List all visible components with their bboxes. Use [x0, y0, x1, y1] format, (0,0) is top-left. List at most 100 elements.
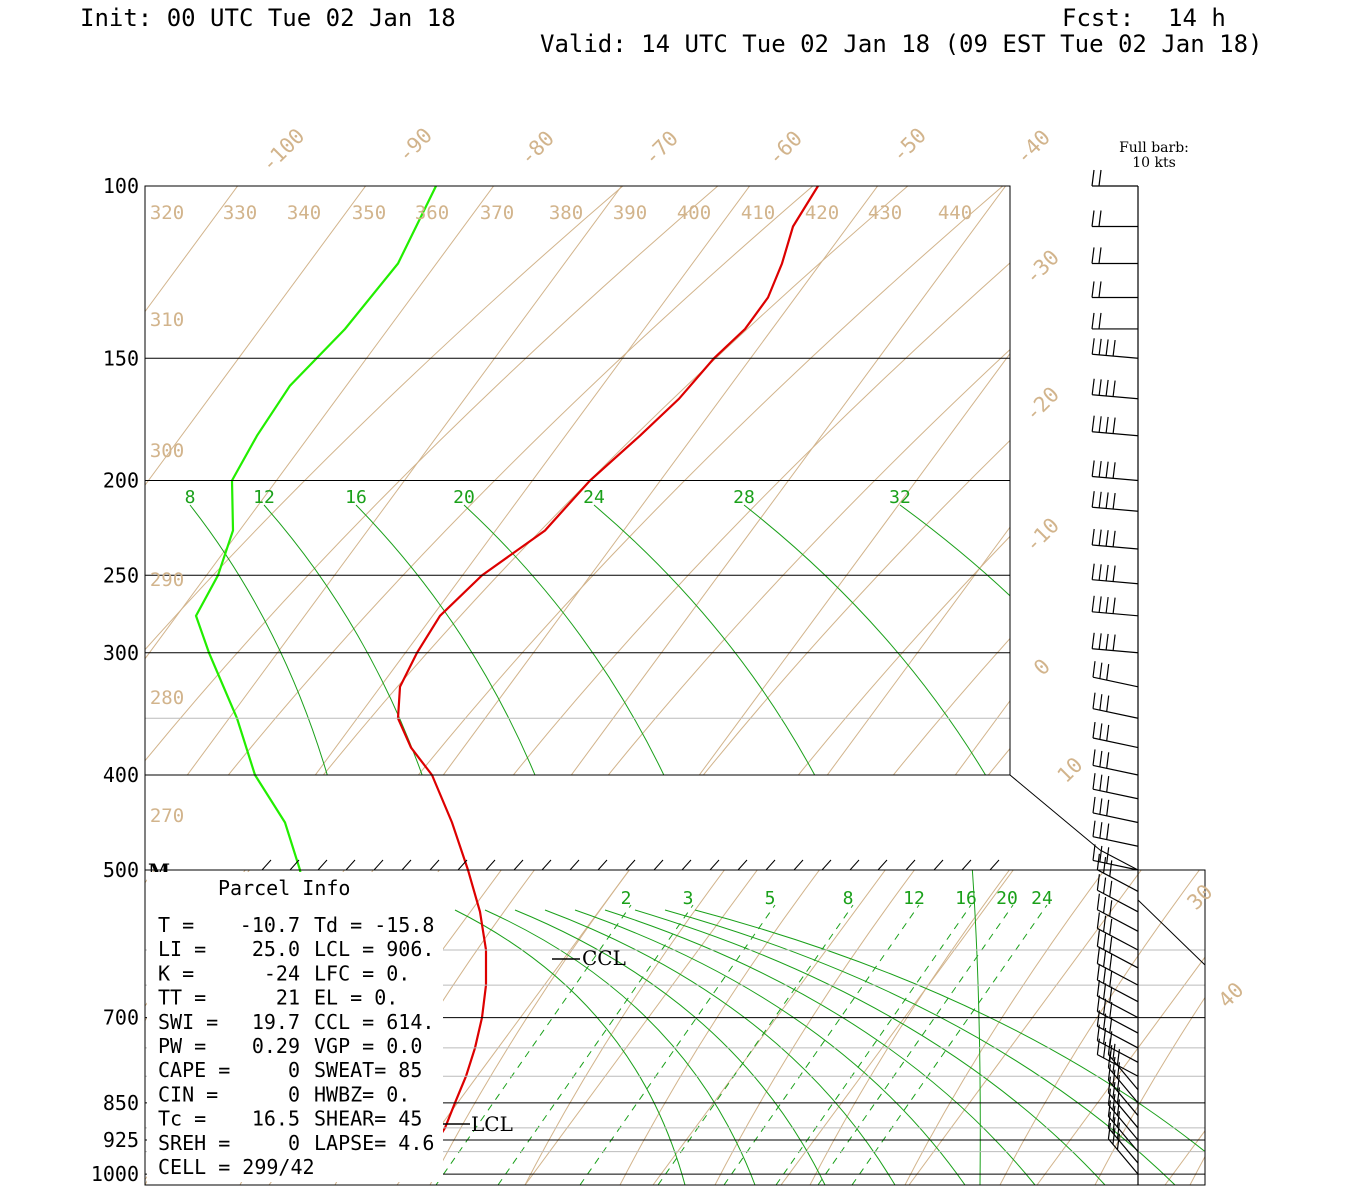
parcel-row-pair: LCL = 906. — [314, 937, 434, 961]
barb-feather — [1112, 530, 1116, 547]
isotherm-line — [145, 186, 367, 487]
parcel-row-value: 19.7 — [252, 1010, 300, 1034]
mixing-ratio-label: 20 — [453, 487, 475, 508]
isotherm-line — [0, 100, 45, 1185]
pressure-label: 200 — [103, 469, 139, 493]
barb-feather — [1091, 338, 1095, 355]
theta-label: 310 — [150, 309, 184, 331]
wind-barb — [1107, 1038, 1139, 1091]
barb-feather — [1116, 1099, 1121, 1116]
theta-label: 340 — [287, 202, 321, 224]
dry-adiabat — [145, 186, 624, 651]
parcel-row-value: -24 — [264, 961, 300, 985]
barb-feather — [1102, 933, 1107, 950]
parcel-row-key: CELL = 299/42 — [158, 1155, 315, 1179]
moist-adiabat — [694, 909, 1205, 1153]
moist-adiabat — [454, 909, 686, 1185]
barb-shaft — [1097, 927, 1139, 951]
hatch-tick — [877, 859, 888, 871]
pressure-label: 1000 — [91, 1162, 139, 1186]
barb-shaft — [1092, 353, 1139, 359]
barb-feather — [1102, 1027, 1107, 1045]
wind-barb — [1091, 338, 1139, 359]
parcel-row-value: 25.0 — [252, 937, 300, 961]
isotherm-line — [1165, 100, 1350, 1185]
barb-feather — [1092, 796, 1096, 814]
barb-feather — [1116, 1062, 1121, 1079]
barb-feather — [1098, 564, 1102, 581]
parcel-row-pair: Td = -15.8 — [314, 913, 434, 937]
dry-adiabat — [714, 870, 916, 1185]
pressure-label: 700 — [103, 1006, 139, 1030]
barb-feather — [1105, 492, 1109, 509]
theta-label: 290 — [150, 569, 184, 591]
barb-shaft — [1097, 909, 1139, 932]
hatch-tick — [373, 859, 384, 871]
parcel-row-value: 0 — [288, 1082, 300, 1106]
parcel-row-value: 21 — [276, 986, 300, 1010]
dry-adiabat — [145, 186, 719, 762]
theta-label: 430 — [868, 202, 902, 224]
barb-feather — [1105, 379, 1109, 397]
barb-shaft — [1097, 995, 1139, 1019]
dry-adiabat — [322, 186, 909, 775]
dry-adiabat — [1094, 996, 1205, 1185]
moist-adiabat — [189, 504, 328, 775]
dry-adiabat — [512, 262, 1010, 775]
parcel-row-pair: CCL = 614. — [314, 1010, 434, 1034]
barb-feather — [1092, 773, 1096, 790]
barb-feather — [1092, 721, 1096, 739]
barb-feather — [1099, 822, 1103, 839]
theta-label: 320 — [150, 202, 184, 224]
barb-feather — [1091, 210, 1095, 227]
barb-feather — [1107, 1051, 1112, 1068]
hatch-tick — [821, 859, 832, 871]
barb-feather — [1091, 247, 1095, 264]
frame-connector — [1009, 774, 1101, 851]
isotherm-line — [781, 100, 1350, 1185]
isotherm-line — [698, 352, 1010, 775]
moist-adiabat — [355, 504, 536, 775]
barb-feather — [1112, 1081, 1116, 1099]
parcel-info-table: T = -10.7 Td = -15.8 LI = 25.0 LCL = 906. K = -… — [158, 913, 434, 1179]
wind-barb — [1107, 1100, 1139, 1153]
hatch-tick — [513, 859, 524, 871]
wind-barb — [1091, 632, 1139, 654]
wind-barb — [1092, 796, 1139, 824]
isotherm-line — [909, 100, 1350, 1185]
wind-barb — [1107, 1088, 1139, 1141]
barb-feather — [1096, 853, 1100, 870]
hatch-tick — [485, 859, 496, 871]
wind-barb — [1096, 947, 1139, 986]
dry-adiabat — [809, 870, 1011, 1185]
barb-feather — [1102, 967, 1107, 984]
parcel-row-pair: HWBZ= 0. — [314, 1082, 410, 1106]
wind-barb — [1092, 692, 1139, 719]
dry-adiabat — [417, 186, 1004, 775]
theta-label: 370 — [480, 202, 514, 224]
parcel-row-pair: LFC = 0. — [314, 961, 410, 985]
parcel-row-key: SWI = — [158, 1010, 218, 1034]
barb-feather — [1099, 694, 1103, 711]
barb-shaft — [1097, 1040, 1139, 1063]
pressure-label: 150 — [103, 346, 139, 370]
mixing-ratio-line — [579, 904, 776, 1185]
parcel-row-value: 0 — [288, 1058, 300, 1082]
isotherm-label: 40 — [1214, 978, 1249, 1013]
barb-feather — [1106, 799, 1110, 816]
barb-feather — [1107, 1076, 1112, 1093]
wind-barb — [1092, 773, 1139, 800]
barb-shaft — [1092, 475, 1139, 482]
isotherm-label: -50 — [887, 123, 931, 167]
parcel-row-value: 0.29 — [252, 1034, 300, 1058]
barb-shaft — [1107, 1067, 1139, 1104]
barb-feather — [1109, 970, 1113, 987]
barb-feather — [1096, 1024, 1100, 1041]
barb-feather — [1106, 752, 1110, 769]
hatch-tick — [681, 859, 692, 871]
barb-shaft — [1092, 764, 1139, 776]
dry-adiabat — [1285, 150, 1350, 1185]
pressure-label: 400 — [103, 763, 139, 787]
mixing-ratio-line — [435, 904, 632, 1185]
barb-feather — [1102, 998, 1107, 1015]
